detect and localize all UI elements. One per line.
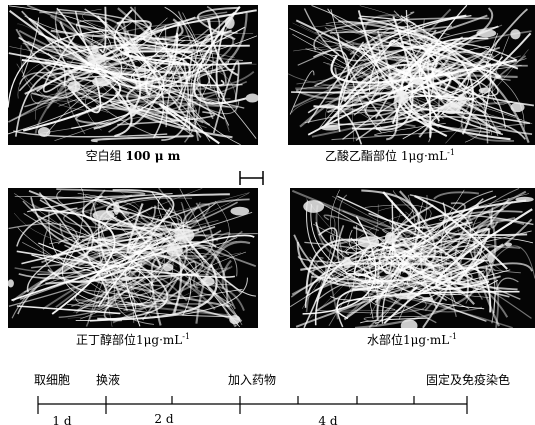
figure: 空白组 100 μ m 乙酸乙酯部位 1μg·mL-1 正丁醇部位1μg·mL-… <box>0 0 535 425</box>
caption-label: 正丁醇部位1μg·mL <box>76 332 182 347</box>
caption: 水部位1μg·mL-1 <box>367 332 457 347</box>
caption: 正丁醇部位1μg·mL-1 <box>76 332 190 347</box>
event-label: 固定及免疫染色 <box>426 372 510 387</box>
caption-label: 乙酸乙酯部位 1μg·mL <box>325 148 447 163</box>
micrograph <box>288 5 535 145</box>
figure-canvas: 空白组 100 μ m 乙酸乙酯部位 1μg·mL-1 正丁醇部位1μg·mL-… <box>0 0 535 425</box>
caption-sup: -1 <box>182 332 190 341</box>
micrograph <box>290 188 535 332</box>
micrograph <box>8 5 259 145</box>
caption-label: 空白组 <box>86 148 122 163</box>
duration-label: 4 d <box>318 414 337 425</box>
caption: 空白组 100 μ m <box>86 148 181 163</box>
caption-label: 水部位1μg·mL <box>367 332 449 347</box>
scale-label: 100 μ m <box>125 149 180 163</box>
event-label: 取细胞 <box>34 373 70 387</box>
micrograph <box>8 188 258 328</box>
timeline <box>38 396 467 414</box>
scale-bar <box>240 171 263 185</box>
caption-sup: -1 <box>447 148 455 157</box>
caption: 乙酸乙酯部位 1μg·mL-1 <box>325 148 455 163</box>
duration-label: 1 d <box>52 414 71 425</box>
event-label: 加入药物 <box>228 373 276 387</box>
duration-label: 2 d <box>154 412 173 425</box>
caption-sup: -1 <box>449 332 457 341</box>
event-label: 换液 <box>96 372 120 387</box>
micrographs <box>8 5 535 332</box>
